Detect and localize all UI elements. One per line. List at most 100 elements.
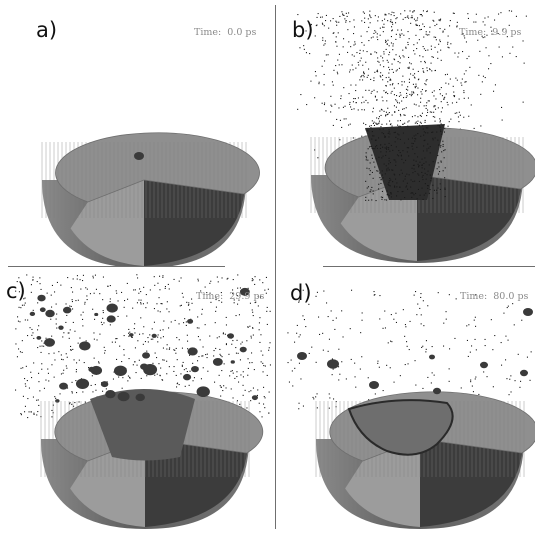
panel-c-particle bbox=[89, 293, 91, 295]
panel-b-particle bbox=[425, 33, 427, 35]
panel-b-particle bbox=[408, 56, 410, 58]
panel-c-particle bbox=[232, 372, 234, 374]
panel-b-crater-particle bbox=[395, 161, 397, 163]
panel-c-particle bbox=[251, 278, 253, 280]
panel-c-particle bbox=[33, 413, 35, 415]
panel-c-particle bbox=[162, 347, 164, 349]
panel-c-particle bbox=[74, 330, 76, 332]
panel-b-particle bbox=[440, 87, 442, 89]
panel-d-particle bbox=[311, 346, 313, 348]
panel-c-particle bbox=[134, 361, 136, 363]
panel-c-particle bbox=[254, 302, 256, 304]
panel-c-particle bbox=[187, 348, 189, 350]
panel-b-crater-particle bbox=[380, 182, 382, 184]
panel-a-cut-face-left bbox=[70, 180, 144, 266]
panel-b-particle bbox=[386, 59, 388, 61]
panel-b-crater-particle bbox=[384, 135, 386, 137]
panel-c-particle bbox=[142, 343, 144, 345]
panel-d-particle bbox=[302, 405, 304, 407]
panel-b-particle bbox=[482, 37, 484, 39]
panel-b-particle bbox=[456, 79, 458, 81]
panel-b-particle bbox=[365, 89, 367, 91]
panel-c-particle bbox=[251, 362, 253, 364]
panel-b-crater-particle bbox=[437, 124, 439, 126]
panel-b-crater-particle bbox=[396, 186, 398, 188]
panel-b-particle bbox=[373, 32, 375, 34]
panel-b-particle bbox=[493, 90, 495, 92]
panel-d-particle bbox=[475, 349, 477, 351]
panel-b-particle bbox=[361, 42, 363, 44]
panel-b-crater-particle bbox=[440, 131, 442, 133]
panel-c-particle bbox=[37, 399, 39, 401]
panel-b-particle bbox=[314, 97, 316, 99]
panel-b-particle bbox=[425, 90, 427, 92]
panel-c-particle bbox=[237, 352, 239, 354]
panel-b-crater-particle bbox=[427, 187, 429, 189]
panel-d-particle bbox=[378, 366, 380, 368]
panel-b-particle bbox=[377, 71, 379, 73]
panel-c-particle bbox=[232, 279, 234, 281]
panel-c-particle bbox=[168, 327, 170, 329]
panel-b-particle bbox=[376, 69, 378, 71]
panel-b-crater-particle bbox=[388, 182, 390, 184]
panel-b-particle bbox=[498, 46, 500, 48]
panel-c-particle bbox=[51, 284, 53, 286]
panel-b-particle bbox=[369, 22, 371, 24]
panel-d-particle bbox=[291, 370, 293, 372]
panel-b-particle bbox=[409, 93, 411, 95]
panel-c-particle bbox=[264, 365, 266, 367]
panel-c-particle bbox=[262, 371, 264, 373]
panel-b-crater-particle bbox=[372, 148, 374, 150]
panel-c-particle bbox=[25, 385, 27, 387]
panel-b-crater-particle bbox=[412, 192, 414, 194]
panel-d-particle bbox=[454, 337, 456, 339]
panel-c-splash-cluster bbox=[183, 373, 192, 381]
panel-b-particle bbox=[401, 100, 403, 102]
panel-c-particle bbox=[137, 340, 139, 342]
panel-c-particle bbox=[134, 332, 136, 334]
panel-c-particle bbox=[187, 340, 189, 342]
panel-c-particle bbox=[207, 370, 209, 372]
panel-c-particle bbox=[170, 321, 172, 323]
panel-b-particle bbox=[422, 70, 424, 72]
panel-b-particle bbox=[404, 114, 406, 116]
panel-c-cluster bbox=[45, 309, 55, 318]
panel-b-particle bbox=[322, 23, 324, 25]
panel-b-particle bbox=[341, 64, 343, 66]
panel-b-particle bbox=[364, 17, 366, 19]
panel-b-particle bbox=[324, 40, 326, 42]
panel-c-particle bbox=[263, 403, 265, 405]
panel-b-particle bbox=[441, 95, 443, 97]
panel-b-crater-particle bbox=[376, 123, 378, 125]
panel-b-crater-particle bbox=[368, 168, 370, 170]
panel-c-particle bbox=[128, 358, 130, 360]
panel-b-particle bbox=[395, 38, 397, 40]
panel-c-particle bbox=[128, 328, 130, 330]
panel-c-particle bbox=[84, 301, 86, 303]
panel-b-particle bbox=[338, 21, 340, 23]
panel-c-particle bbox=[76, 278, 78, 280]
panel-b-particle bbox=[391, 26, 393, 28]
panel-b-particle bbox=[388, 112, 390, 114]
panel-b-particle bbox=[366, 51, 368, 53]
panel-c-particle bbox=[124, 300, 126, 302]
panel-b-crater-particle bbox=[414, 137, 416, 139]
panel-d-particle bbox=[377, 362, 379, 364]
panel-b-particle bbox=[384, 14, 386, 16]
panel-c-particle bbox=[69, 329, 71, 331]
panel-b-crater-particle bbox=[392, 181, 394, 183]
panel-b-particle bbox=[407, 31, 409, 33]
panel-c-label: c) bbox=[6, 279, 26, 303]
panel-c-particle bbox=[135, 372, 137, 374]
panel-b-particle bbox=[522, 40, 524, 42]
panel-b-particle bbox=[376, 99, 378, 101]
panel-c-particle bbox=[176, 386, 178, 388]
panel-c-particle bbox=[269, 310, 271, 312]
panel-d-particle bbox=[530, 351, 532, 353]
panel-c-particle bbox=[242, 371, 244, 373]
panel-b-crater-particle bbox=[381, 190, 383, 192]
panel-b-crater-particle bbox=[423, 131, 425, 133]
panel-d-particle bbox=[529, 379, 531, 381]
panel-c-particle bbox=[85, 287, 87, 289]
panel-d-particle bbox=[474, 378, 476, 380]
